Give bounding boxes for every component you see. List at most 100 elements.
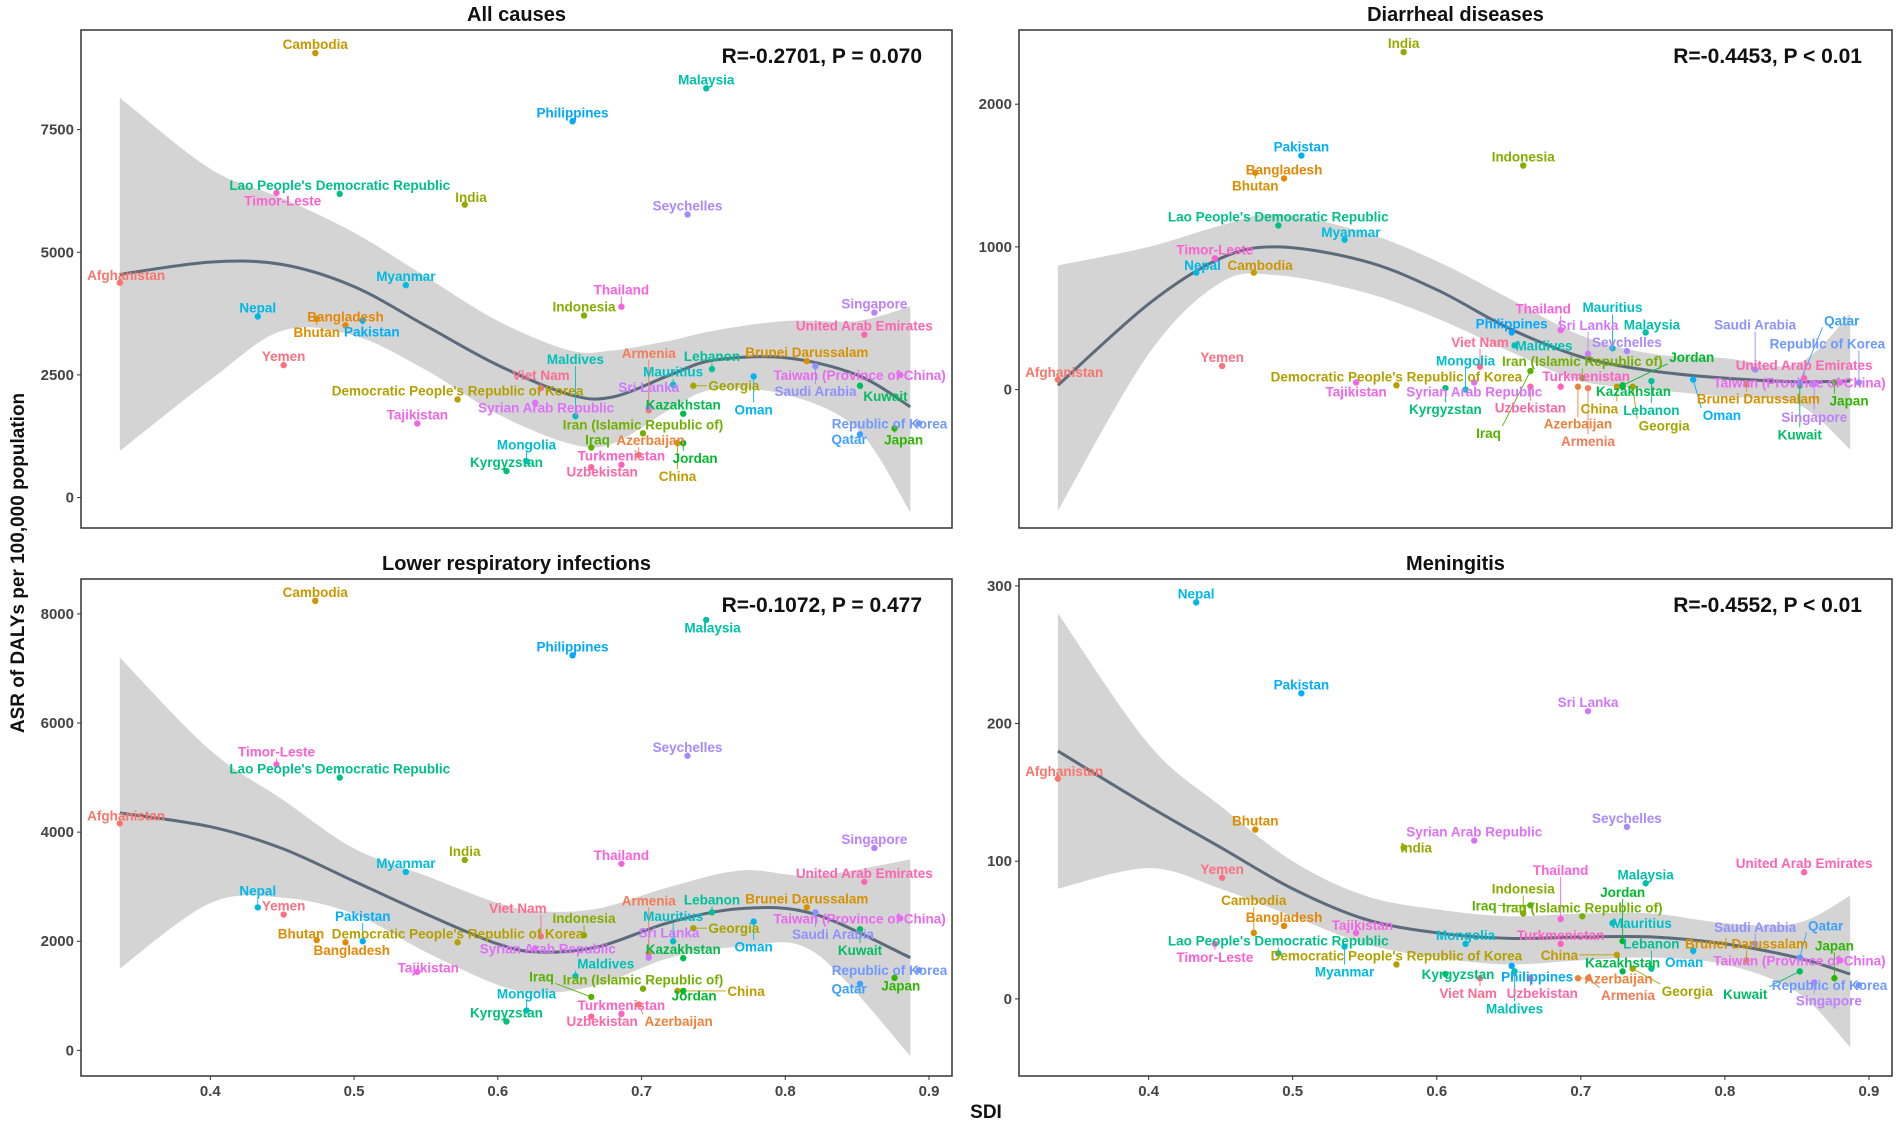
point-label: Taiwan (Province of China) — [1713, 375, 1885, 390]
point-label: Yemen — [1200, 350, 1244, 365]
point-label: Mongolia — [497, 987, 557, 1002]
panel-lri: Lower respiratory infections020004000600… — [41, 553, 952, 1100]
point-label: Malaysia — [684, 621, 741, 636]
point-label: Sri Lanka — [1558, 695, 1619, 710]
point-label: Sri Lanka — [618, 380, 679, 395]
point-label: Japan — [884, 433, 923, 448]
point-label: Seychelles — [653, 198, 723, 213]
point-label: Azerbaijan — [616, 433, 684, 448]
point-label: Saudi Arabia — [774, 384, 857, 399]
point-label: Turkmenistan — [1517, 928, 1605, 943]
point-label: Afghanistan — [87, 809, 165, 824]
panel-title: Meningitis — [1406, 553, 1505, 575]
x-tick-label: 0.6 — [487, 1083, 508, 1100]
point-label: Turkmenistan — [1542, 369, 1630, 384]
point-label: Viet Nam — [1451, 335, 1509, 350]
point-label: Democratic People's Republic of Korea — [332, 383, 584, 398]
point-label: Iraq — [1472, 898, 1497, 913]
point-label: Jordan — [1669, 350, 1714, 365]
point-label: Thailand — [1533, 863, 1589, 878]
correlation-annotation: R=-0.1072, P = 0.477 — [722, 594, 922, 617]
x-tick-label: 0.9 — [1859, 1083, 1880, 1100]
point-label: Iraq — [1476, 426, 1501, 441]
data-point — [1690, 376, 1696, 382]
data-point — [857, 383, 863, 389]
data-point — [1575, 975, 1581, 981]
point-label: Oman — [735, 402, 773, 417]
data-point — [690, 383, 696, 389]
y-tick-label: 0 — [66, 1042, 74, 1059]
point-label: Philippines — [537, 105, 609, 120]
point-label: Kazakhstan — [1596, 384, 1671, 399]
y-tick-label: 2500 — [41, 367, 74, 384]
point-label: United Arab Emirates — [796, 319, 933, 334]
point-label: Iraq — [585, 433, 610, 448]
point-label: Brunei Darussalam — [745, 345, 868, 360]
panel-title: All causes — [467, 4, 566, 26]
x-tick-label: 0.8 — [775, 1083, 796, 1100]
point-label: Tajikistan — [387, 407, 448, 422]
data-point — [709, 366, 715, 372]
point-label: Azerbaijan — [645, 1014, 713, 1029]
y-tick-label: 8000 — [41, 606, 74, 623]
point-label: Indonesia — [1492, 150, 1556, 165]
point-label: Tajikistan — [398, 960, 459, 975]
point-label: Republic of Korea — [832, 963, 948, 978]
point-label: Philippines — [1476, 317, 1548, 332]
point-label: Seychelles — [653, 740, 723, 755]
point-label: Timor-Leste — [1176, 242, 1254, 257]
x-tick-label: 0.8 — [1714, 1083, 1735, 1100]
point-label: Seychelles — [1592, 811, 1662, 826]
point-label: Kazakhstan — [646, 942, 721, 957]
point-label: Brunei Darussalam — [1685, 936, 1808, 951]
point-label: Myanmar — [1321, 225, 1381, 240]
data-point — [1575, 384, 1581, 390]
point-label: Kyrgyzstan — [470, 1005, 543, 1020]
point-label: Pakistan — [1274, 140, 1330, 155]
point-label: Sri Lanka — [639, 926, 700, 941]
point-label: Bhutan — [1232, 814, 1279, 829]
point-label: Azerbaijan — [1544, 417, 1612, 432]
correlation-annotation: R=-0.4552, P < 0.01 — [1673, 594, 1862, 617]
point-label: China — [727, 984, 765, 999]
y-axis-label: ASR of DALYs per 100,000 population — [8, 393, 29, 733]
x-tick-label: 0.4 — [200, 1083, 222, 1100]
point-label: Iran (Islamic Republic of) — [1502, 900, 1663, 915]
point-label: Japan — [881, 979, 920, 994]
x-tick-label: 0.4 — [1138, 1083, 1160, 1100]
point-label: Sri Lanka — [1558, 318, 1619, 333]
point-label: Nepal — [239, 883, 276, 898]
x-tick-label: 0.7 — [631, 1083, 652, 1100]
point-label: Azerbaijan — [1584, 971, 1652, 986]
point-label: Bangladesh — [313, 943, 390, 958]
point-label: Afghanistan — [1025, 764, 1103, 779]
point-label: Japan — [1815, 938, 1854, 953]
y-tick-label: 200 — [987, 716, 1012, 733]
point-label: Bangladesh — [1246, 162, 1323, 177]
point-label: Georgia — [708, 921, 760, 936]
y-tick-label: 0 — [66, 490, 74, 507]
point-label: Philippines — [537, 639, 609, 654]
point-label: Singapore — [841, 832, 908, 847]
point-label: Maldives — [1486, 1001, 1543, 1016]
point-label: Syrian Arab Republic — [1406, 825, 1543, 840]
data-point — [1585, 385, 1591, 391]
panel-title: Lower respiratory infections — [382, 553, 651, 575]
point-label: Turkmenistan — [578, 998, 666, 1013]
point-label: Armenia — [1601, 988, 1656, 1003]
point-label: Lebanon — [1623, 937, 1679, 952]
y-tick-label: 300 — [987, 578, 1012, 595]
x-tick-label: 0.9 — [919, 1083, 940, 1100]
point-label: Jordan — [672, 988, 717, 1003]
point-label: Republic of Korea — [1770, 336, 1886, 351]
data-point — [1508, 963, 1514, 969]
point-label: Armenia — [622, 893, 677, 908]
point-label: Oman — [1665, 955, 1703, 970]
point-label: Myanmar — [376, 856, 436, 871]
point-label: Cambodia — [1221, 893, 1287, 908]
point-label: Bhutan — [1232, 179, 1279, 194]
point-label: Yemen — [262, 349, 306, 364]
point-label: Bangladesh — [307, 309, 384, 324]
point-label: Thailand — [594, 283, 650, 298]
y-tick-label: 5000 — [41, 244, 74, 261]
